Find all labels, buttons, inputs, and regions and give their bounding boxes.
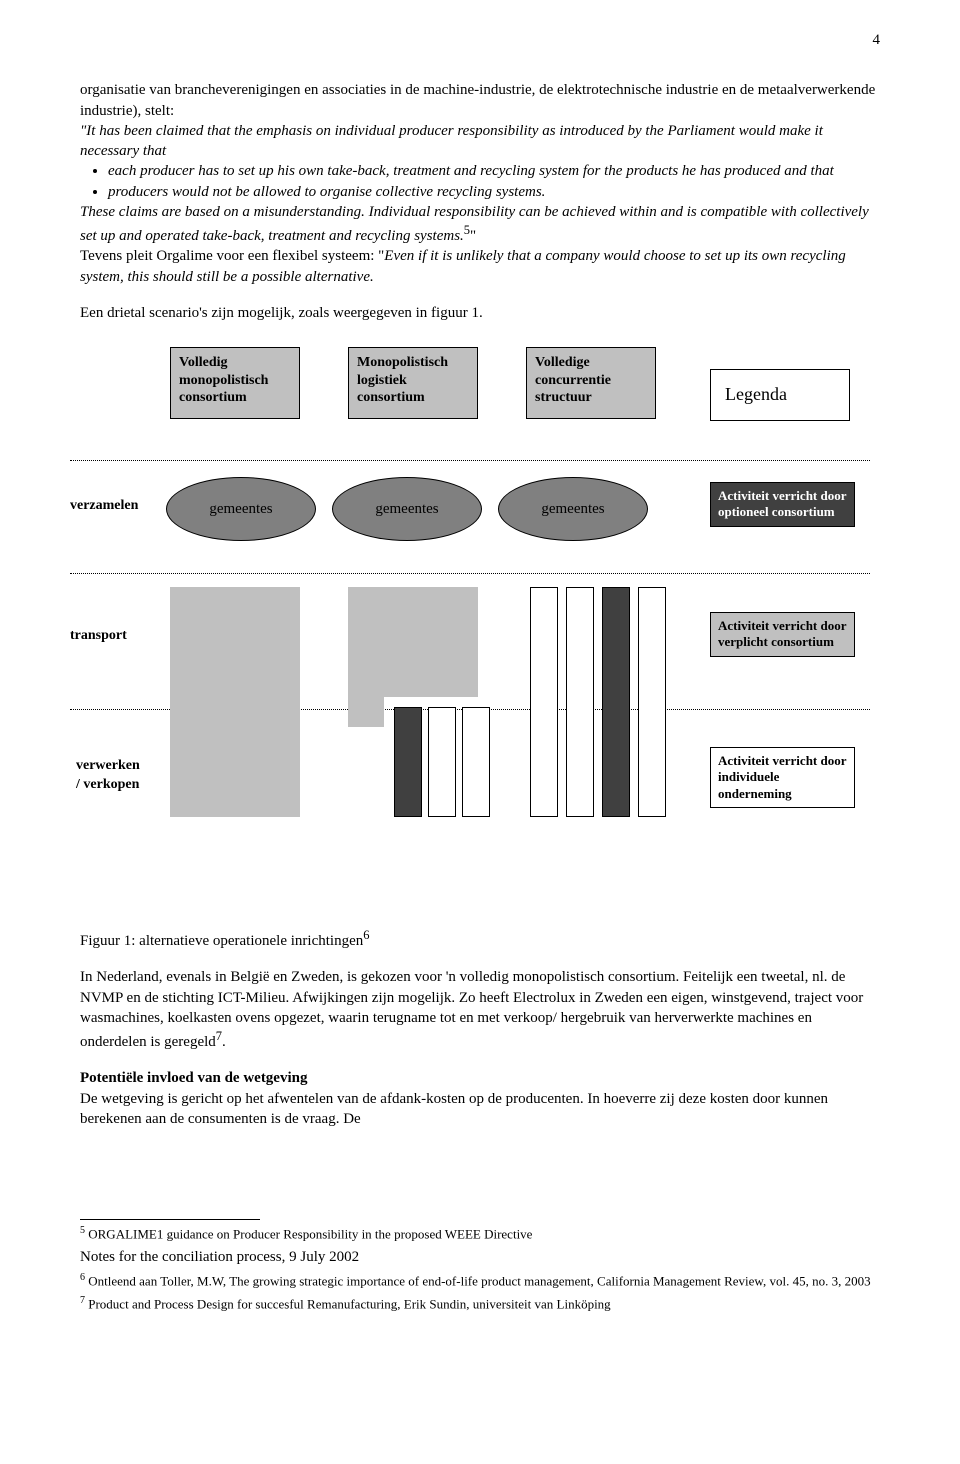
footnote-5: 5 ORGALIME1 guidance on Producer Respons… [80, 1224, 880, 1243]
heading-potentiele: Potentiële invloed van de wetgeving [80, 1068, 880, 1088]
legend-item-optional: Activiteit verricht door optioneel conso… [710, 482, 855, 527]
quote-part2: These claims are based on a misunderstan… [80, 202, 880, 247]
col1-block [170, 587, 300, 817]
scenario-box-3: Volledige concurrentie structuur [526, 347, 656, 419]
scenario-box-1: Volledig monopolistisch consortium [170, 347, 300, 419]
col3-bar-1 [530, 587, 558, 817]
figure-caption-sup: 6 [363, 928, 369, 942]
bullet-1: each producer has to set up his own take… [108, 161, 880, 181]
bullet-list: each producer has to set up his own take… [108, 161, 880, 202]
tevens-pre: Tevens pleit Orgalime voor een flexibel … [80, 248, 384, 264]
para-nl-text: In Nederland, evenals in België en Zwede… [80, 969, 863, 1050]
legend-item-mandatory: Activiteit verricht door verplicht conso… [710, 612, 855, 657]
ellipse-3: gemeentes [498, 477, 648, 541]
tevens-para: Tevens pleit Orgalime voor een flexibel … [80, 246, 880, 287]
page-number: 4 [80, 30, 880, 50]
dotted-line-2 [70, 573, 870, 574]
fn5-text: ORGALIME1 guidance on Producer Responsib… [85, 1226, 532, 1241]
footnote-notes: Notes for the conciliation process, 9 Ju… [80, 1247, 880, 1267]
figure-1-diagram: Volledig monopolistisch consortium Monop… [70, 347, 870, 917]
quote1-text: "It has been claimed that the emphasis o… [80, 123, 823, 159]
row-label-3a: verwerken [76, 758, 140, 773]
ellipse-2: gemeentes [332, 477, 482, 541]
legend-item-individual: Activiteit verricht door individuele ond… [710, 747, 855, 808]
legend-title-box: Legenda [710, 369, 850, 421]
footnote-rule [80, 1219, 260, 1220]
bullet-2: producers would not be allowed to organi… [108, 182, 880, 202]
row-label-verzamelen: verzamelen [70, 497, 138, 516]
row-label-transport: transport [70, 627, 127, 646]
footnote-6: 6 Ontleend aan Toller, M.W, The growing … [80, 1271, 880, 1290]
figure-caption-text: Figuur 1: alternatieve operationele inri… [80, 933, 363, 949]
scenario-box-2: Monopolistisch logistiek consortium [348, 347, 478, 419]
quote-part1: "It has been claimed that the emphasis o… [80, 121, 880, 162]
drietal-para: Een drietal scenario's zijn mogelijk, zo… [80, 303, 880, 323]
figure-caption: Figuur 1: alternatieve operationele inri… [80, 927, 880, 951]
col3-bar-3 [602, 587, 630, 817]
intro-para: organisatie van brancheverenigingen en a… [80, 80, 880, 121]
col2-proc-1 [394, 707, 422, 817]
heading-text: Potentiële invloed van de wetgeving [80, 1070, 307, 1086]
col3-bar-4 [638, 587, 666, 817]
para-wetgeving: De wetgeving is gericht op het afwentele… [80, 1089, 880, 1130]
fn7-text: Product and Process Design for succesful… [85, 1296, 611, 1311]
dotted-line-1 [70, 460, 870, 461]
para-nederland: In Nederland, evenals in België en Zwede… [80, 967, 880, 1052]
col2-proc-2 [428, 707, 456, 817]
footnote-7: 7 Product and Process Design for succesf… [80, 1294, 880, 1313]
row-label-verwerken: verwerken / verkopen [76, 757, 140, 795]
ellipse-1: gemeentes [166, 477, 316, 541]
fn6-text: Ontleend aan Toller, M.W, The growing st… [85, 1273, 871, 1288]
col3-bar-2 [566, 587, 594, 817]
quote2b: " [470, 228, 476, 244]
col2-connector [348, 697, 384, 727]
col2-proc-3 [462, 707, 490, 817]
col2-transport [348, 587, 478, 697]
row-label-3b: / verkopen [76, 777, 139, 792]
para-nl-end: . [222, 1034, 226, 1050]
intro-text: organisatie van brancheverenigingen en a… [80, 82, 875, 118]
